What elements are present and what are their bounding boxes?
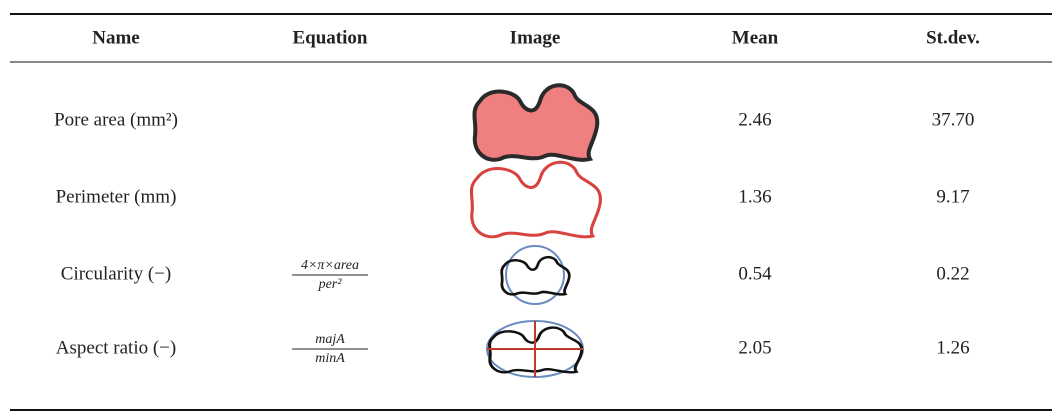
column-header: Mean xyxy=(732,27,779,48)
column-header: Image xyxy=(510,27,561,48)
mean: 1.36 xyxy=(738,186,771,207)
stdev: 1.26 xyxy=(936,337,969,358)
row-name: Circularity (−) xyxy=(61,263,171,284)
row-name: Pore area (mm²) xyxy=(54,109,178,130)
column-header: Name xyxy=(92,27,139,48)
stdev: 37.70 xyxy=(932,109,975,130)
column-header: St.dev. xyxy=(926,27,980,48)
equation-denominator: per² xyxy=(318,277,343,292)
equation-denominator: minA xyxy=(315,351,345,366)
equation-numerator: 4×π×area xyxy=(301,258,359,273)
equation-numerator: majA xyxy=(315,332,345,347)
circularity-image xyxy=(500,245,571,305)
pore-area-image xyxy=(472,83,600,162)
mean: 0.54 xyxy=(738,263,772,284)
row-name: Aspect ratio (−) xyxy=(56,337,176,358)
perimeter-image xyxy=(469,160,602,239)
column-header: Equation xyxy=(293,27,368,48)
aspect-ratio-image xyxy=(486,320,584,378)
mean: 2.05 xyxy=(738,337,771,358)
mean: 2.46 xyxy=(738,109,771,130)
stdev: 0.22 xyxy=(936,263,969,284)
row-name: Perimeter (mm) xyxy=(56,186,177,207)
stdev: 9.17 xyxy=(936,186,969,207)
